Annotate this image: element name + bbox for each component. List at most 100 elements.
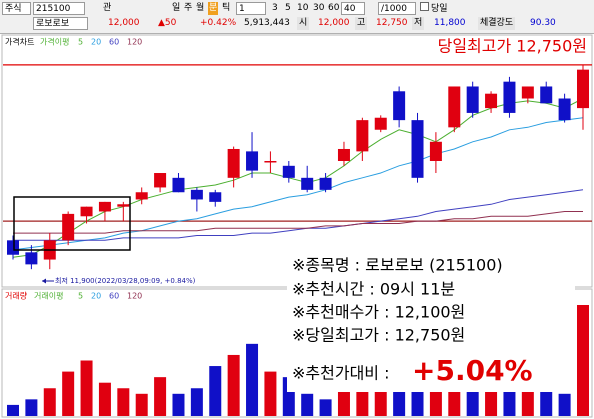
open-label: 시 — [297, 17, 310, 30]
period-month[interactable]: 월 — [196, 3, 205, 13]
volume-bar — [25, 399, 38, 416]
interval-select[interactable]: 1 — [236, 2, 266, 15]
volume-bar — [558, 393, 571, 416]
price: 12,000 — [108, 18, 140, 28]
highlight-box — [13, 196, 131, 251]
period-day[interactable]: 일 — [172, 3, 181, 13]
candle-body — [319, 177, 332, 190]
volume-bar — [374, 388, 387, 416]
candle-body — [154, 173, 167, 188]
info-line: ※추천매수가 : 12,100원 — [292, 303, 465, 322]
volume-bar — [43, 388, 56, 416]
legend-entry: 5 — [78, 38, 83, 47]
legend-entry: 120 — [127, 38, 142, 47]
volume-bar — [448, 388, 461, 416]
candle-body — [209, 192, 222, 202]
period-week[interactable]: 주 — [184, 3, 193, 13]
candle-body — [374, 117, 387, 130]
moving-average — [13, 189, 584, 241]
volume-bar — [319, 399, 332, 416]
high-tag: 당일최고가 12,750원 — [438, 37, 587, 56]
high-price: 12,750 — [376, 18, 408, 28]
candle-body — [466, 86, 479, 113]
candle-body — [7, 240, 19, 255]
low-price: 11,800 — [434, 18, 466, 28]
candle-body — [246, 151, 259, 171]
info-line: ※당일최고가 : 12,750원 — [292, 326, 465, 345]
candle-body — [540, 86, 553, 104]
volume-bar — [117, 388, 130, 416]
candle-body — [485, 93, 498, 109]
candle-body — [503, 81, 516, 113]
total-input[interactable]: /1000 — [378, 2, 416, 15]
candle-body — [190, 189, 203, 200]
volume-bar — [7, 404, 19, 416]
period-minute[interactable]: 분 — [208, 2, 219, 15]
candle-body — [135, 192, 148, 200]
volume-bar — [337, 388, 350, 416]
volume-bar — [577, 305, 589, 416]
volume-bar — [540, 388, 553, 416]
volume-bar — [135, 393, 148, 416]
candle-body — [98, 201, 111, 212]
volume: 5,913,443 — [244, 18, 290, 28]
moving-average — [13, 211, 583, 234]
low-label: 저 — [412, 17, 425, 30]
info-line: ※추천시간 : 09시 11분 — [292, 280, 455, 299]
volume-bar — [154, 377, 167, 416]
interval-button[interactable]: 5 — [285, 3, 291, 13]
change-rate: +0.42% — [200, 18, 237, 28]
interval-button[interactable]: 10 — [297, 3, 309, 13]
interval-button[interactable]: 60 — [328, 3, 340, 13]
strength-label: 체결강도 — [478, 17, 516, 30]
legend-title: 가격차트 — [5, 37, 34, 47]
volume-bar — [80, 360, 93, 416]
candle-body — [558, 98, 571, 121]
volume-bar — [246, 343, 259, 416]
candle-body — [429, 141, 442, 161]
watch-button[interactable]: 관 — [103, 3, 112, 13]
low-annotation: 최저 11,900(2022/03/28,09:09, +0.84%) — [55, 276, 196, 285]
candle-body — [356, 120, 369, 152]
high-label: 고 — [355, 17, 368, 30]
volume-bar — [209, 366, 222, 416]
today-label: 당일 — [431, 4, 448, 14]
change: ▲50 — [158, 18, 177, 28]
low-arrow-head — [42, 278, 46, 284]
volume-bar — [172, 393, 185, 416]
legend-entry: 5 — [78, 292, 83, 301]
candle-body — [172, 177, 185, 193]
info-box — [287, 248, 575, 392]
volume-bar — [301, 393, 314, 416]
volume-bar — [264, 371, 277, 416]
legend-label: 거래이평 — [34, 291, 63, 301]
candle-body — [301, 177, 314, 190]
candle-body — [25, 252, 38, 265]
interval-button[interactable]: 30 — [313, 3, 325, 13]
code-input[interactable]: 215100 — [33, 2, 85, 15]
strength: 90.30 — [530, 18, 556, 28]
volume-legend: 거래량 — [5, 291, 28, 301]
count-input[interactable]: 40 — [341, 2, 365, 15]
open-price: 12,000 — [318, 18, 350, 28]
volume-bar — [62, 371, 75, 416]
info-line: ※추천가대비 : — [292, 364, 389, 383]
candle-body — [62, 213, 75, 241]
legend-entry: 60 — [109, 292, 119, 301]
today-checkbox[interactable]: 당일 — [420, 2, 448, 15]
legend-entry: 120 — [127, 292, 142, 301]
legend-entry: 60 — [109, 38, 119, 47]
market-select[interactable]: 주식 — [2, 2, 31, 15]
period-tick[interactable]: 틱 — [222, 3, 231, 13]
moving-average — [12, 117, 584, 251]
legend-entry: 20 — [91, 38, 101, 47]
volume-bar — [503, 388, 516, 416]
volume-bar — [98, 382, 111, 416]
candle-body — [448, 86, 461, 128]
candle-body — [227, 148, 240, 178]
interval-button[interactable]: 3 — [272, 3, 278, 13]
candle-body — [80, 206, 93, 217]
compare-value: +5.04% — [412, 354, 533, 387]
high-tag-bg — [418, 36, 590, 58]
